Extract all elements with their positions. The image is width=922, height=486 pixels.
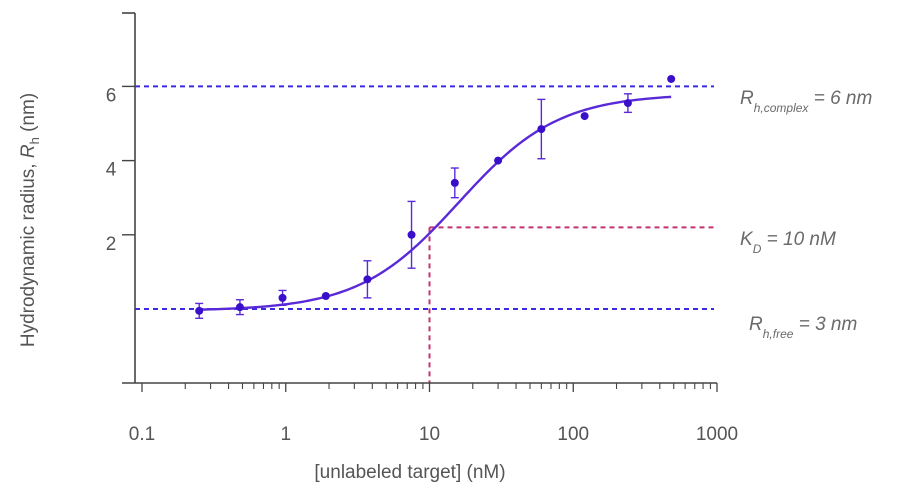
x-tick-labels: 0.1 1 10 100 1000: [129, 424, 738, 445]
data-point: [623, 99, 632, 108]
data-point: [195, 306, 204, 315]
annotation-rh-free-text: = 3 nm: [793, 314, 857, 335]
data-point: [235, 303, 244, 312]
x-tick-label: 1: [280, 424, 291, 445]
data-point: [537, 125, 546, 134]
annotation-kd-text: = 10 nM: [761, 229, 836, 250]
reference-lines: [135, 85, 714, 310]
y-axis-label-symbol: R: [18, 144, 39, 158]
y-axis-label: Hydrodynamic radius, Rh (nm): [18, 93, 42, 347]
x-tick-label: 0.1: [129, 424, 155, 445]
y-ticks: [122, 85, 135, 236]
annotation-rh-free: Rh,free = 3 nm: [749, 314, 857, 341]
error-bars: [195, 93, 632, 319]
fit-curve: [199, 95, 672, 311]
x-ticks: [141, 383, 718, 392]
x-tick-label: 1000: [696, 424, 738, 445]
fit-curve-group: [199, 95, 672, 311]
data-points: [195, 74, 676, 315]
data-point: [407, 230, 416, 239]
data-point: [363, 275, 372, 284]
y-tick-label: 6: [106, 85, 117, 106]
kd-lines: [428, 226, 714, 383]
x-tick-label: 10: [419, 424, 440, 445]
y-axis-label-subscript: h: [27, 137, 42, 144]
data-point: [667, 74, 676, 83]
annotation-rh-complex: Rh,complex = 6 nm: [740, 88, 872, 115]
x-tick-label: 100: [557, 424, 589, 445]
y-axis-label-suffix: (nm): [18, 93, 39, 137]
y-tick-label: 2: [106, 234, 117, 255]
annotation-rh-free-subscript: h,free: [763, 327, 794, 341]
y-axis-label-prefix: Hydrodynamic radius,: [18, 158, 39, 347]
axes: [122, 12, 717, 384]
annotation-rh-complex-symbol: R: [740, 88, 754, 109]
y-tick-label: 4: [106, 160, 117, 181]
x-axis-label: [unlabeled target] (nM): [314, 462, 505, 483]
annotation-rh-complex-text: = 6 nm: [808, 88, 872, 109]
annotation-rh-free-symbol: R: [749, 314, 763, 335]
annotation-kd: KD = 10 nM: [740, 229, 836, 256]
annotation-rh-complex-subscript: h,complex: [754, 101, 810, 115]
data-point: [278, 293, 287, 302]
data-point: [494, 156, 503, 165]
data-point: [580, 112, 589, 121]
y-tick-labels: 2 4 6: [106, 85, 117, 254]
data-point: [321, 292, 330, 301]
annotation-kd-subscript: D: [753, 242, 762, 256]
data-point: [450, 178, 459, 187]
annotation-kd-symbol: K: [740, 229, 754, 250]
